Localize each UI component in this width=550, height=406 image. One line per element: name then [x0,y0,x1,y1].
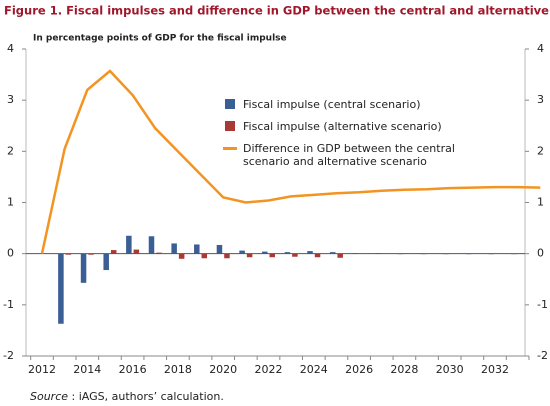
y2-tick-label: 0 [537,247,544,260]
bar [126,235,132,254]
bar [65,253,72,255]
y2-tick-label: 4 [537,42,544,55]
bar [246,253,253,258]
legend-label: Fiscal impulse (central scenario) [243,98,421,111]
bar [511,253,517,255]
bar [58,253,64,324]
x-tick-label: 2028 [390,363,418,376]
y-tick-label: -1 [3,298,14,311]
x-tick-label: 2024 [300,363,328,376]
x-tick-label: 2018 [164,363,192,376]
x-tick-label: 2016 [119,363,147,376]
bar [103,253,109,271]
bar [201,253,208,259]
bar [148,236,155,254]
legend-swatch [225,99,235,109]
bar [329,252,336,254]
bar [284,252,291,254]
bar [443,253,449,255]
legend-item: Difference in GDP between the central sc… [223,142,475,168]
x-tick-label: 2012 [28,363,56,376]
chart-title: Figure 1. Fiscal impulses and difference… [4,4,550,18]
source: Source : iAGS, authors’ calculation. [30,390,224,403]
y-tick-label: 0 [7,247,14,260]
bar [88,253,94,255]
x-tick-label: 2020 [209,363,237,376]
y2-tick-label: 3 [537,93,544,106]
x-tick-label: 2032 [481,363,509,376]
bar [337,253,343,258]
bar [80,253,87,283]
bar [420,253,427,255]
source-text: : iAGS, authors’ calculation. [72,390,224,403]
legend-item: Fiscal impulse (alternative scenario) [225,120,475,133]
legend-label: Fiscal impulse (alternative scenario) [243,120,442,133]
x-tick-label: 2030 [436,363,464,376]
legend-item: Fiscal impulse (central scenario) [225,98,475,111]
legend: Fiscal impulse (central scenario) Fiscal … [223,98,475,177]
source-label: Source [30,390,68,403]
y2-tick-label: -1 [537,298,548,311]
bar [307,251,313,254]
legend-swatch [223,147,237,150]
legend-label: Difference in GDP between the central sc… [243,142,455,168]
bar [262,251,268,254]
bar [314,253,321,258]
y-tick-label: 4 [7,42,14,55]
bar [269,253,275,258]
x-tick-label: 2022 [255,363,283,376]
bar [133,249,140,254]
legend-swatch [225,121,235,131]
y2-tick-label: 1 [537,196,544,209]
bar [216,244,223,254]
bar [239,250,245,254]
bar [488,253,494,255]
bar [171,243,177,254]
y-tick-label: 2 [7,144,14,157]
bar [397,253,404,255]
bar [194,244,200,254]
bar [292,253,298,257]
y-tick-label: 1 [7,196,14,209]
bar [224,253,230,259]
y2-tick-label: -2 [537,349,548,362]
bar [178,253,185,259]
x-tick-label: 2026 [345,363,373,376]
line [40,69,541,254]
bar [465,253,472,255]
y-tick-label: 3 [7,93,14,106]
y2-tick-label: 2 [537,144,544,157]
x-tick-label: 2014 [73,363,101,376]
bar [110,250,117,254]
chart-subtitle: In percentage points of GDP for the fisc… [33,34,287,44]
bar [352,253,359,254]
bar [156,252,162,254]
bar [375,253,381,254]
y-tick-label: -2 [3,349,14,362]
